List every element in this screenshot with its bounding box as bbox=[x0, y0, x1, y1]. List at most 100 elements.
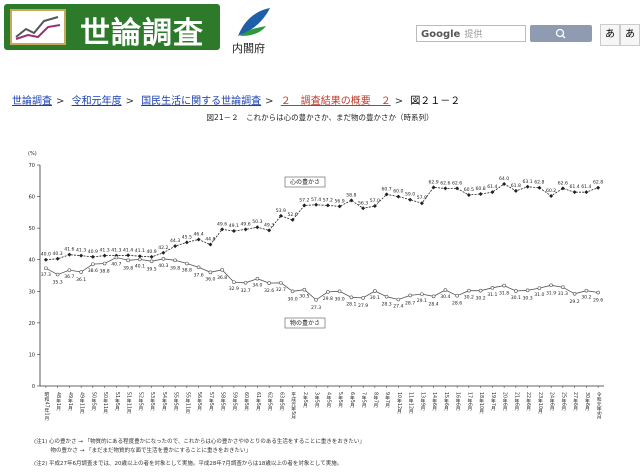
x-tick-label: 平成元年5月 bbox=[290, 392, 296, 420]
data-label: 57.2 bbox=[299, 197, 309, 203]
marker bbox=[255, 225, 260, 230]
font-size-button[interactable]: あ bbox=[600, 24, 620, 46]
note: (注1) 心の豊かさ → 「物質的にある程度豊かになったので、これからは心の豊か… bbox=[34, 439, 365, 445]
data-label: 40.1 bbox=[135, 263, 145, 269]
x-tick-label: 30年6月 bbox=[584, 392, 590, 412]
y-unit: (%) bbox=[28, 151, 37, 157]
search-box[interactable]: Google 提供 bbox=[416, 25, 526, 42]
data-label: 41.3 bbox=[100, 248, 110, 254]
data-label: 40.3 bbox=[53, 251, 63, 257]
data-label: 62.6 bbox=[440, 180, 450, 186]
marker bbox=[478, 288, 483, 293]
marker bbox=[126, 253, 131, 258]
breadcrumb-link[interactable]: 世論調査 bbox=[12, 96, 52, 107]
x-tick-label: 20年6月 bbox=[502, 392, 508, 412]
data-label: 32.9 bbox=[229, 286, 239, 292]
data-label: 62.6 bbox=[558, 180, 568, 186]
marker bbox=[44, 266, 48, 271]
data-label: 38.8 bbox=[182, 268, 192, 274]
x-tick-label: 60年5月 bbox=[243, 392, 249, 412]
marker bbox=[419, 201, 424, 206]
x-tick-label: 6年5月 bbox=[349, 392, 355, 409]
data-label: 31.8 bbox=[499, 291, 509, 297]
data-label: 40.7 bbox=[111, 262, 121, 268]
data-label: 41.3 bbox=[111, 248, 121, 254]
marker bbox=[572, 190, 577, 195]
series-label-box bbox=[284, 176, 326, 188]
data-label: 57.4 bbox=[311, 197, 321, 203]
data-label: 37.6 bbox=[194, 272, 204, 278]
marker bbox=[220, 227, 225, 232]
x-tick-label: 11年12月 bbox=[408, 392, 414, 415]
breadcrumb-link[interactable]: 令和元年度 bbox=[71, 96, 122, 107]
x-tick-label: 57年5月 bbox=[208, 392, 214, 412]
data-label: 42.2 bbox=[158, 245, 168, 251]
font-size-button[interactable]: あ bbox=[620, 24, 640, 46]
marker bbox=[67, 268, 72, 272]
data-label: 32.6 bbox=[264, 288, 274, 294]
x-tick-label: 24年6月 bbox=[549, 392, 555, 412]
marker bbox=[243, 227, 248, 232]
agency-emblem bbox=[238, 8, 270, 36]
data-label: 45.5 bbox=[182, 234, 192, 240]
data-label: 29.6 bbox=[593, 298, 603, 304]
marker bbox=[91, 262, 95, 266]
marker bbox=[79, 270, 83, 274]
search-button[interactable] bbox=[530, 25, 592, 42]
data-label: 30.1 bbox=[511, 295, 521, 301]
marker bbox=[549, 283, 553, 288]
marker bbox=[326, 290, 330, 294]
site-logo[interactable]: 世論調査 bbox=[4, 4, 220, 51]
data-label: 30.0 bbox=[335, 296, 345, 302]
data-label: 40.9 bbox=[88, 249, 98, 255]
marker bbox=[173, 258, 177, 263]
data-label: 60.2 bbox=[546, 188, 556, 194]
separator: > bbox=[265, 96, 274, 107]
marker bbox=[185, 261, 189, 266]
data-label: 28.4 bbox=[429, 301, 439, 307]
data-label: 58.8 bbox=[346, 192, 356, 198]
data-label: 28.6 bbox=[452, 301, 462, 307]
marker bbox=[349, 198, 354, 203]
marker bbox=[466, 192, 471, 197]
marker bbox=[102, 261, 107, 266]
logo-text: 世論調査 bbox=[80, 16, 204, 51]
x-tick-label: 13年9月 bbox=[419, 392, 425, 412]
marker bbox=[149, 259, 154, 264]
breadcrumb-link[interactable]: ２ 調査結果の概要 ２ bbox=[280, 96, 391, 107]
marker bbox=[502, 181, 507, 186]
x-tick-label: 50年11月 bbox=[102, 392, 108, 415]
data-label: 41.6 bbox=[64, 247, 74, 253]
search-placeholder: 提供 bbox=[464, 30, 483, 40]
marker bbox=[137, 254, 142, 259]
data-label: 62.8 bbox=[534, 180, 544, 186]
y-tick-label: 0 bbox=[32, 384, 35, 390]
data-label: 40.9 bbox=[147, 249, 157, 255]
marker bbox=[255, 276, 260, 281]
marker bbox=[560, 186, 565, 191]
data-label: 60.7 bbox=[382, 186, 392, 192]
marker bbox=[490, 190, 495, 195]
breadcrumb-link[interactable]: 国民生活に関する世論調査 bbox=[141, 96, 262, 107]
x-tick-label: 14年6月 bbox=[431, 392, 437, 412]
marker bbox=[149, 254, 154, 259]
marker bbox=[55, 272, 60, 277]
marker bbox=[455, 293, 459, 298]
x-tick-label: 52年5月 bbox=[137, 392, 143, 412]
data-label: 30.4 bbox=[440, 294, 450, 300]
x-tick-label: 16年6月 bbox=[455, 392, 461, 412]
separator: > bbox=[125, 96, 134, 107]
marker bbox=[455, 186, 460, 191]
data-label: 49.1 bbox=[229, 223, 239, 229]
data-label: 61.4 bbox=[487, 184, 497, 190]
x-tick-label: 54年5月 bbox=[161, 392, 167, 412]
marker bbox=[478, 192, 483, 197]
data-label: 57.0 bbox=[370, 198, 380, 204]
marker bbox=[290, 289, 295, 294]
marker bbox=[267, 228, 272, 233]
marker bbox=[102, 253, 107, 258]
marker bbox=[408, 293, 412, 298]
marker bbox=[443, 186, 448, 191]
agency-name: 内閣府 bbox=[232, 42, 265, 55]
data-label: 32.7 bbox=[276, 287, 286, 293]
